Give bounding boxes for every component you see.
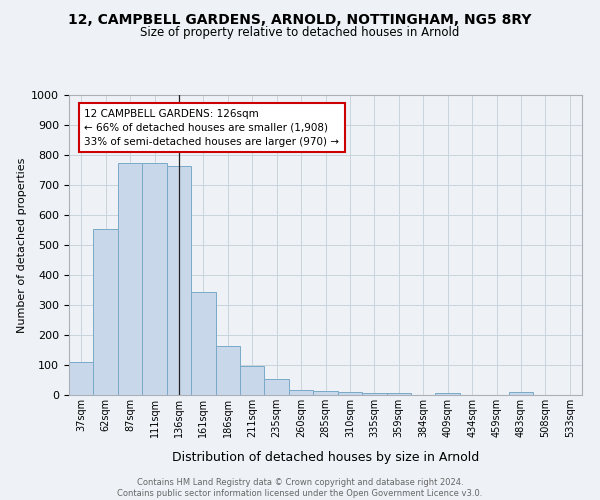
Bar [118, 162, 142, 395]
Text: 12 CAMPBELL GARDENS: 126sqm
← 66% of detached houses are smaller (1,908)
33% of : 12 CAMPBELL GARDENS: 126sqm ← 66% of det… [85, 108, 340, 146]
Bar [289, 390, 313, 395]
Bar [240, 366, 265, 395]
Bar [191, 292, 215, 395]
Bar [509, 392, 533, 395]
Text: Contains HM Land Registry data © Crown copyright and database right 2024.
Contai: Contains HM Land Registry data © Crown c… [118, 478, 482, 498]
Bar [167, 166, 191, 395]
Bar [436, 392, 460, 395]
Bar [142, 162, 167, 395]
X-axis label: Distribution of detached houses by size in Arnold: Distribution of detached houses by size … [172, 451, 479, 464]
Bar [94, 228, 118, 395]
Y-axis label: Number of detached properties: Number of detached properties [17, 158, 27, 332]
Text: 12, CAMPBELL GARDENS, ARNOLD, NOTTINGHAM, NG5 8RY: 12, CAMPBELL GARDENS, ARNOLD, NOTTINGHAM… [68, 12, 532, 26]
Bar [313, 391, 338, 395]
Text: Size of property relative to detached houses in Arnold: Size of property relative to detached ho… [140, 26, 460, 39]
Bar [362, 392, 386, 395]
Bar [69, 362, 94, 395]
Bar [215, 346, 240, 395]
Bar [265, 378, 289, 395]
Bar [386, 393, 411, 395]
Bar [338, 392, 362, 395]
